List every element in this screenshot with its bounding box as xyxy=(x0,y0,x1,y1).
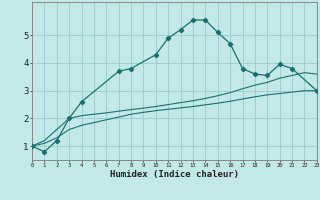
X-axis label: Humidex (Indice chaleur): Humidex (Indice chaleur) xyxy=(110,170,239,179)
